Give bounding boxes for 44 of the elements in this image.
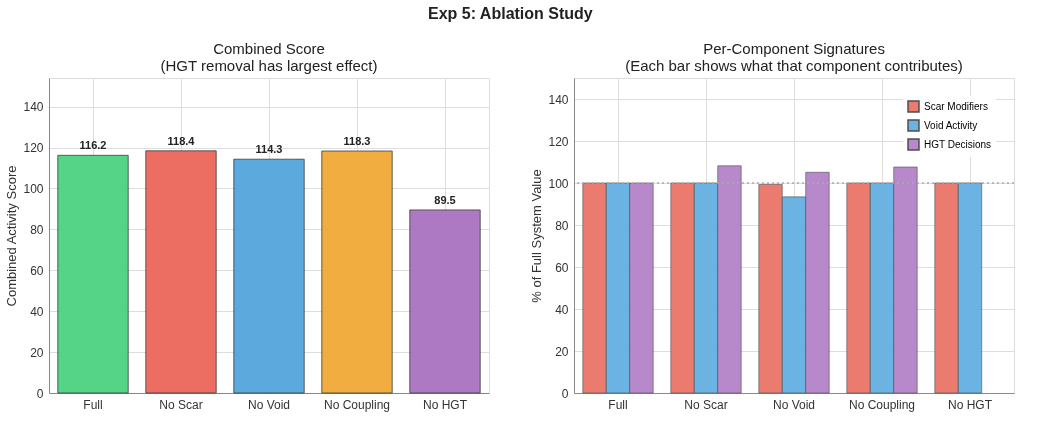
y-tick-label: 0 (36, 386, 44, 401)
y-tick-label: 120 (23, 141, 44, 156)
y-tick-label: 0 (561, 386, 569, 401)
x-tick-label: Full (83, 397, 103, 412)
y-tick-label: 60 (555, 260, 569, 275)
y-tick-label: 100 (548, 176, 569, 191)
y-tick-label: 60 (30, 263, 44, 278)
bar (57, 154, 129, 394)
y-tick-label: 20 (555, 344, 569, 359)
data-label: 114.3 (255, 143, 283, 156)
y-tick-label: 140 (548, 92, 569, 107)
x-tick-label: No Void (772, 397, 816, 412)
y-axis-title: Combined Activity Score (4, 165, 20, 307)
x-tick-label: No HGT (947, 397, 993, 412)
legend-label: Void Activity (924, 119, 978, 131)
x-tick-label: Full (608, 397, 628, 412)
x-tick-label: No Coupling (848, 397, 916, 412)
legend-label: Scar Modifiers (924, 100, 988, 112)
y-tick-label: 100 (23, 181, 44, 196)
data-label: 116.2 (79, 139, 107, 152)
bar (409, 209, 481, 394)
text: Exp 5: Ablation Study (427, 4, 593, 22)
y-tick-label: 40 (30, 304, 44, 319)
data-label: 89.5 (434, 193, 456, 206)
legend-label: HGT Decisions (924, 138, 992, 150)
data-label: 118.4 (167, 134, 196, 147)
y-tick-label: 80 (30, 222, 44, 237)
chart-title: Per-Component Signatures (Each bar shows what that component contributes) (625, 40, 963, 74)
y-tick-label: 40 (555, 302, 569, 317)
bar (145, 150, 217, 394)
y-tick-label: 80 (555, 218, 569, 233)
x-tick-label: No Scar (684, 397, 728, 412)
x-tick-label: No HGT (422, 397, 468, 412)
y-tick-label: 120 (548, 134, 569, 149)
y-tick-label: 20 (30, 345, 44, 360)
chart-title: Combined Score (HGT removal has largest effect) (160, 40, 378, 74)
x-tick-label: No Void (247, 397, 291, 412)
data-label: 118.3 (343, 135, 371, 148)
y-tick-label: 140 (23, 100, 44, 115)
bar (321, 150, 393, 394)
x-tick-label: No Coupling (323, 397, 391, 412)
bar (233, 158, 305, 394)
y-axis-title: % of Full System Value (529, 169, 545, 303)
x-tick-label: No Scar (159, 397, 203, 412)
